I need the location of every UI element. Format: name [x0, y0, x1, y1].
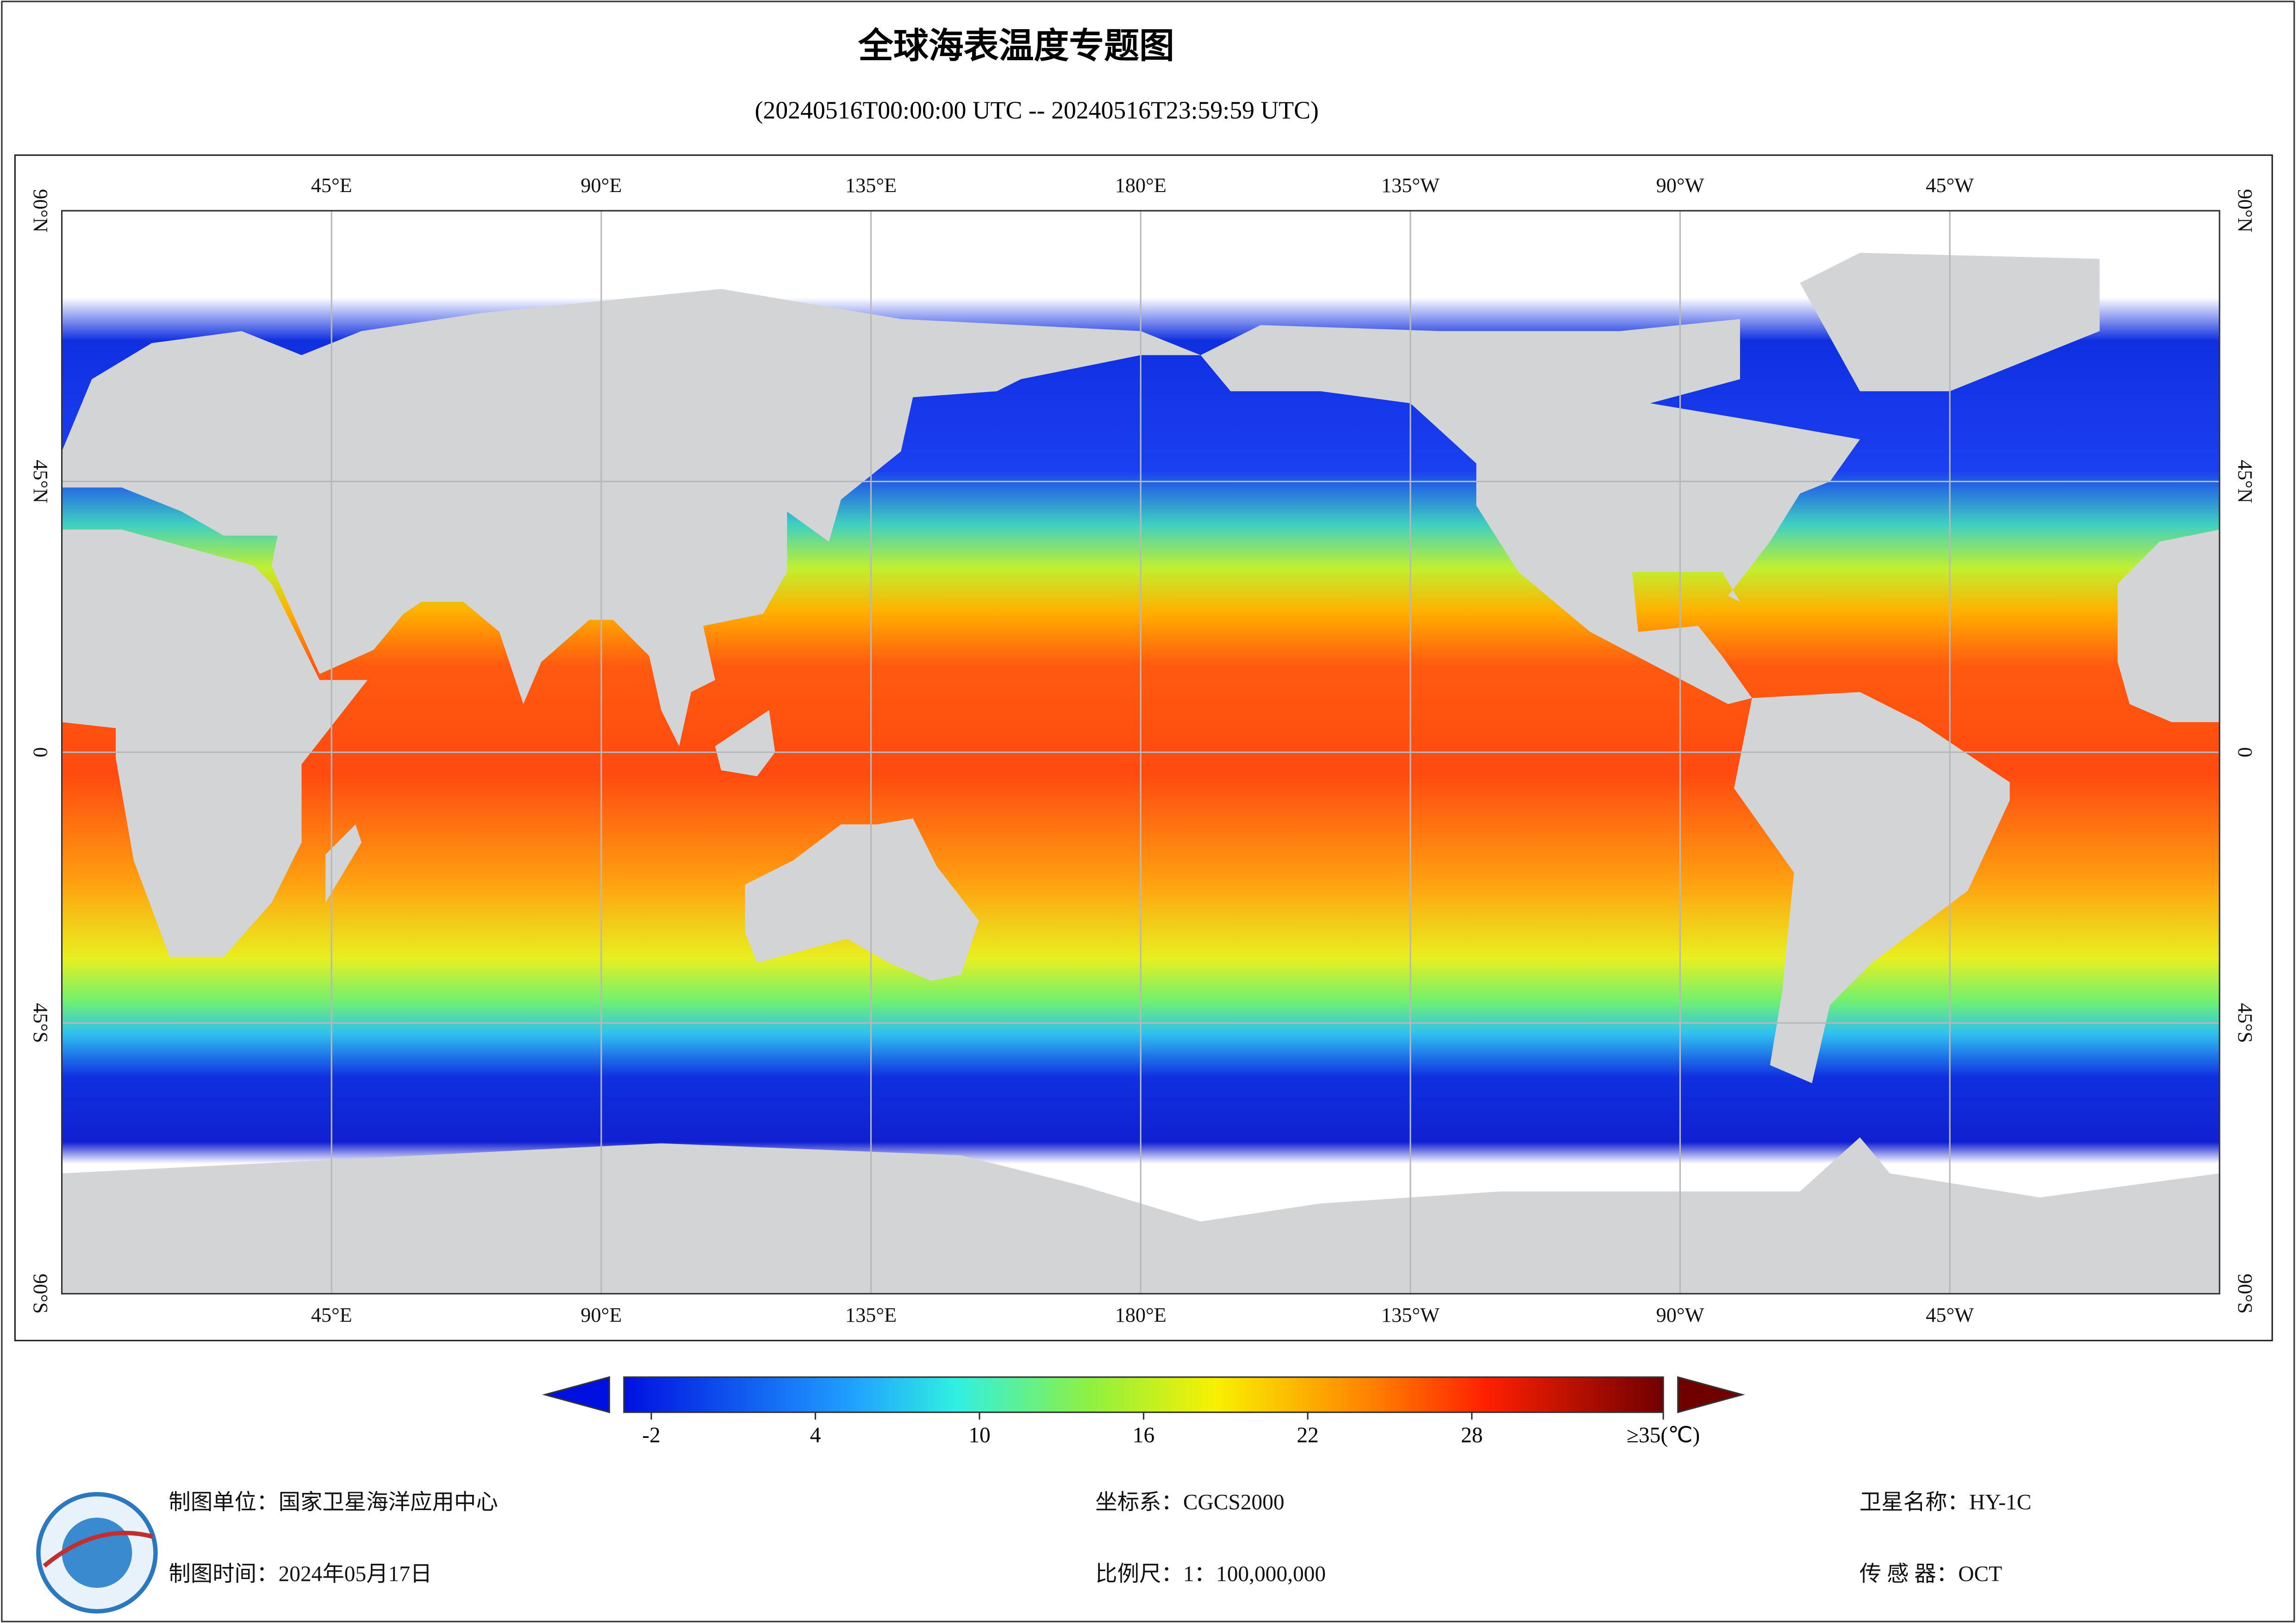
- logo: [36, 1492, 158, 1614]
- lat-label: 45°S: [29, 1003, 52, 1043]
- land: [2117, 529, 2220, 722]
- footer-crs: 坐标系：CGCS2000: [1095, 1491, 1284, 1515]
- colorbar-label: -2: [642, 1423, 661, 1447]
- colorbar-label: 10: [968, 1423, 990, 1447]
- lon-label: 45°W: [1926, 174, 1974, 197]
- subtitle: (20240516T00:00:00 UTC -- 20240516T23:59…: [755, 96, 1319, 124]
- lon-label: 135°W: [1381, 174, 1440, 197]
- lon-label: 90°E: [580, 174, 622, 197]
- lon-label: 180°E: [1115, 174, 1167, 197]
- colorbar-label: 28: [1461, 1423, 1483, 1447]
- logo-globe: [62, 1517, 132, 1588]
- colorbar-label: 22: [1297, 1423, 1318, 1447]
- land: [1734, 692, 2010, 1083]
- footer-sensor: 传 感 器：OCT: [1859, 1562, 2002, 1586]
- map-frame: [14, 154, 2273, 1342]
- lon-label: 90°E: [580, 1304, 622, 1326]
- lon-label: 45°E: [311, 174, 352, 197]
- colorbar-label: ≥35(℃): [1627, 1423, 1700, 1447]
- lat-label: 0: [29, 747, 52, 757]
- lon-label: 135°W: [1381, 1304, 1440, 1326]
- land: [1200, 319, 1860, 704]
- footer-scale: 比例尺：1：100,000,000: [1095, 1562, 1326, 1586]
- land: [62, 289, 1201, 746]
- footer-time: 制图时间：2024年05月17日: [168, 1562, 432, 1586]
- title: 全球海表温度专题图: [858, 27, 1174, 66]
- map-border: [61, 210, 2221, 1295]
- lon-label: 90°W: [1656, 1304, 1704, 1326]
- lat-label: 45°S: [2234, 1003, 2256, 1043]
- colorbar-label: 16: [1133, 1423, 1154, 1447]
- land: [745, 818, 979, 981]
- footer-unit: 制图单位：国家卫星海洋应用中心: [168, 1491, 498, 1515]
- land: [325, 824, 362, 903]
- lat-label: 45°N: [29, 460, 52, 503]
- colorbar-label: 4: [810, 1423, 821, 1447]
- lat-label: 90°S: [29, 1274, 52, 1314]
- footer-satellite: 卫星名称：HY-1C: [1859, 1491, 2031, 1515]
- lat-label: 90°N: [2234, 189, 2256, 232]
- lat-label: 45°N: [2234, 460, 2256, 503]
- lon-label: 90°W: [1656, 174, 1704, 197]
- lat-label: 90°N: [29, 189, 52, 232]
- logo-orbit: [43, 1530, 153, 1568]
- lon-label: 135°E: [845, 174, 897, 197]
- land: [715, 710, 775, 777]
- colorbar-under: [542, 1376, 610, 1413]
- lon-label: 45°W: [1926, 1304, 1974, 1326]
- lat-label: 90°S: [2234, 1274, 2256, 1314]
- lon-label: 135°E: [845, 1304, 897, 1326]
- colorbar: [623, 1376, 1664, 1413]
- lat-label: 0: [2234, 747, 2256, 757]
- lon-label: 180°E: [1115, 1304, 1167, 1326]
- land: [62, 529, 368, 957]
- lon-label: 45°E: [311, 1304, 352, 1326]
- colorbar-over: [1677, 1376, 1745, 1413]
